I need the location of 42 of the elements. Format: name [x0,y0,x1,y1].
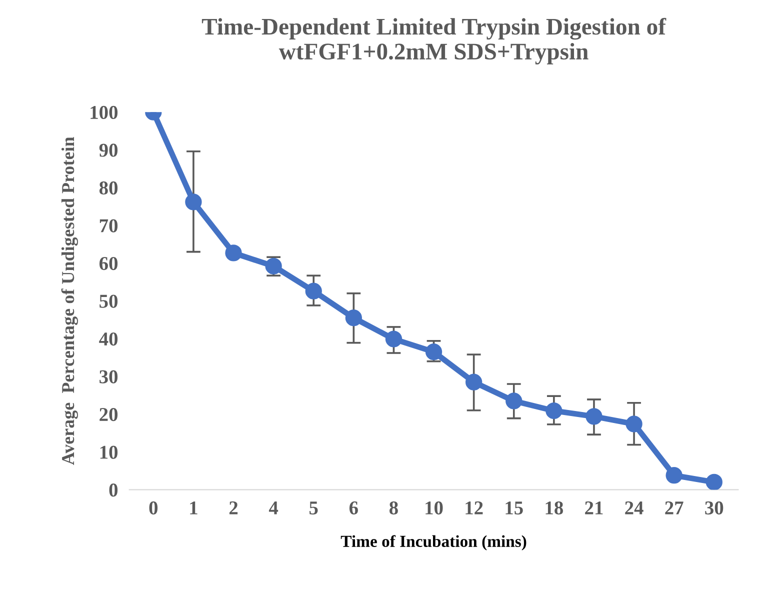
x-tick-label: 24 [625,501,644,514]
x-tick-label: 1 [190,501,198,514]
point [626,416,642,432]
y-axis-title: Average Percentage of Undigested Protein [61,136,78,465]
x-tick-label: 0 [149,501,158,514]
x-tick-label: 21 [585,501,603,514]
x-tick-label: 10 [426,501,443,514]
point [225,244,242,262]
y-tick-label: 50 [100,294,118,308]
y-tick-label: 0 [109,484,118,497]
point [385,330,402,348]
point [586,408,602,425]
x-tick-label: 27 [665,501,684,514]
x-tick-label: 12 [466,501,483,514]
point [706,474,722,490]
x-tick-label: 6 [349,501,358,514]
y-tick-label: 70 [100,219,118,232]
x-tick-label: 8 [390,501,398,514]
x-tick-label: 15 [506,501,523,514]
point [506,392,522,410]
x-tick-label: 4 [268,502,278,514]
y-tick-label: 100 [90,106,118,120]
point [305,282,322,300]
y-tick-label: 60 [99,256,118,270]
point [465,374,482,390]
chart-title: Time-Dependent Limited Trypsin Digestion of wtFGF1+0.2mM SDS+Trypsin [202,18,666,64]
x-tick-label: 5 [310,502,318,514]
x-tick-label: 30 [705,501,724,514]
y-tick-label: 40 [99,332,118,346]
x-axis-title: Time of Incubation (mins) [340,535,526,550]
point [425,344,442,360]
x-tick-label: 2 [229,501,238,514]
y-tick-label: 10 [100,446,118,459]
y-tick-label: 20 [100,408,118,422]
point [666,467,682,484]
point [345,310,362,326]
point [546,402,562,420]
x-tick-label: 18 [546,501,564,514]
y-tick-label: 30 [100,370,118,384]
point [185,194,202,210]
y-tick-label: 80 [99,181,118,195]
y-tick-label: 90 [99,144,118,157]
